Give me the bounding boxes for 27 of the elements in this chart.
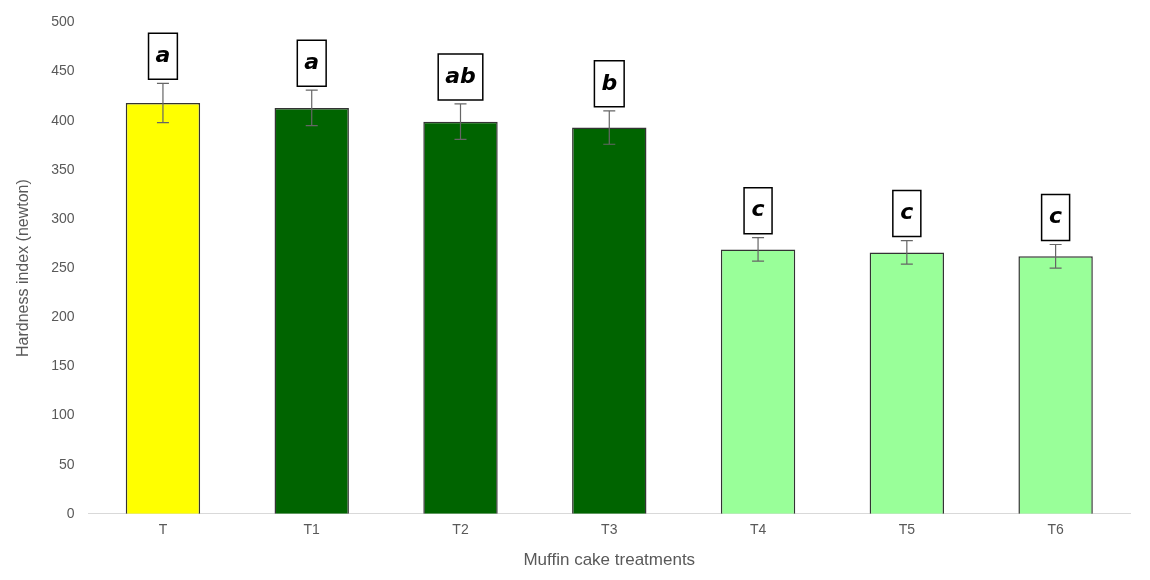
y-tick-label: 150	[51, 357, 75, 374]
y-axis-title: Hardness index (newton)	[14, 179, 32, 358]
y-tick-label: 250	[51, 258, 75, 275]
annotation: a	[304, 48, 320, 74]
y-tick-label: 450	[51, 62, 75, 79]
x-tick-label: T5	[898, 521, 916, 538]
x-tick-label: T	[158, 521, 168, 538]
y-tick-label: 500	[51, 13, 75, 30]
x-tick-label: T6	[1047, 521, 1064, 538]
x-tick-label: T1	[303, 521, 321, 538]
annotation: ab	[445, 62, 476, 88]
x-tick-label: T2	[452, 521, 469, 538]
y-tick-label: 350	[51, 160, 75, 177]
y-tick-label: 0	[66, 504, 75, 521]
y-tick-label: 400	[51, 111, 75, 128]
annotation: c	[1049, 203, 1063, 229]
x-tick-label: T3	[601, 521, 618, 538]
y-tick-label: 100	[51, 406, 75, 423]
y-tick-label: 300	[51, 209, 75, 226]
annotation: b	[601, 69, 618, 95]
x-tick-label: T4	[749, 521, 767, 538]
annotation: a	[155, 42, 171, 68]
x-axis-title: Muffin cake treatments	[523, 550, 696, 570]
y-tick-label: 50	[58, 455, 75, 472]
y-tick-label: 200	[51, 308, 75, 325]
annotation: c	[900, 199, 914, 225]
annotation: c	[751, 196, 765, 222]
